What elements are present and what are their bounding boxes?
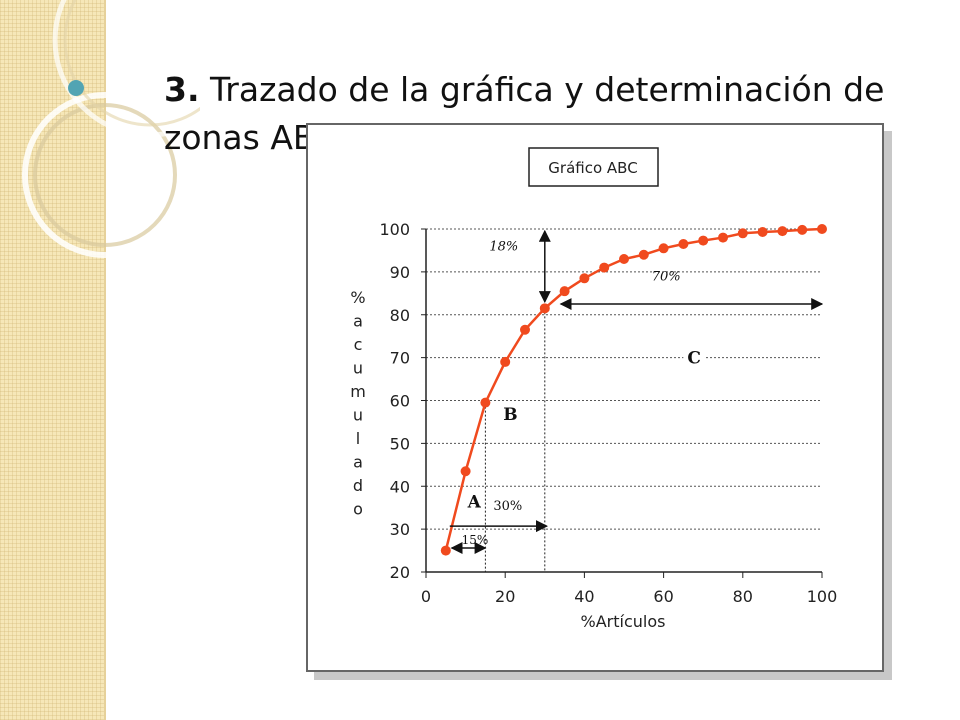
- data-point-0: [440, 545, 451, 556]
- ylabel-letter-4: m: [350, 382, 366, 401]
- ylabel-letter-6: l: [356, 429, 360, 448]
- ytick-label-90: 90: [390, 263, 410, 282]
- label-pct-a-x: 15%: [462, 533, 489, 547]
- xtick-label-20: 20: [495, 587, 515, 606]
- annotations: 18% 70% 30% 15% A B C: [449, 229, 824, 554]
- label-pct-b-y: 18%: [489, 239, 518, 254]
- ylabel-letter-2: c: [354, 335, 363, 354]
- ylabel-letter-7: a: [353, 453, 363, 472]
- chart-panel: 20 30 40 50 60 70 80 90 100 0 20 40 60 80 100 % a c u m u l…: [306, 123, 884, 672]
- data-point-8: [599, 262, 610, 273]
- xtick-label-0: 0: [421, 587, 431, 606]
- ytick-label-20: 20: [390, 563, 410, 582]
- xtick-label-80: 80: [733, 587, 753, 606]
- ytick-label-80: 80: [390, 306, 410, 325]
- ylabel-letter-0: %: [350, 288, 365, 307]
- ylabel-letter-8: d: [353, 476, 363, 495]
- title-bullet: [68, 80, 84, 96]
- xtick-label-40: 40: [574, 587, 594, 606]
- data-point-16: [757, 227, 768, 238]
- ytick-label-100: 100: [379, 220, 410, 239]
- data-point-10: [638, 249, 649, 260]
- data-point-6: [559, 286, 570, 297]
- ytick-label-30: 30: [390, 520, 410, 539]
- x-tick-labels: 0 20 40 60 80 100: [421, 587, 837, 606]
- data-point-11: [658, 243, 669, 254]
- decorative-side-strip: [0, 0, 106, 720]
- ytick-label-60: 60: [390, 392, 410, 411]
- data-point-13: [698, 235, 709, 246]
- ytick-label-50: 50: [390, 434, 410, 453]
- decorative-rings: [22, 0, 200, 258]
- data-point-15: [737, 228, 748, 239]
- data-point-5: [539, 303, 550, 314]
- data-point-3: [500, 356, 511, 367]
- ylabel-letter-3: u: [353, 359, 363, 378]
- ylabel-letter-9: o: [353, 500, 363, 519]
- label-zone-c-bg: [683, 347, 706, 368]
- x-axis-label: %Artículos: [581, 612, 666, 631]
- label-zone-a: A: [467, 493, 482, 513]
- ylabel-letter-5: u: [353, 406, 363, 425]
- data-point-12: [678, 239, 689, 250]
- data-point-2: [480, 397, 491, 408]
- data-point-1: [460, 466, 471, 477]
- data-point-14: [718, 232, 728, 243]
- y-tick-labels: 20 30 40 50 60 70 80 90 100: [379, 220, 410, 582]
- axis-layer: [425, 229, 822, 573]
- label-pct-a-y: 30%: [493, 499, 522, 514]
- data-point-17: [777, 226, 788, 237]
- data-point-7: [579, 273, 590, 284]
- title-line-1: Trazado de la gráfica y determinación de: [210, 70, 885, 109]
- chart-title-box: Gráfico ABC: [528, 147, 659, 187]
- chart-title: Gráfico ABC: [548, 159, 637, 177]
- data-point-19: [817, 224, 827, 234]
- data-point-9: [619, 254, 629, 265]
- ytick-label-70: 70: [390, 349, 410, 368]
- label-zone-b: B: [503, 405, 517, 425]
- series-layer: [440, 224, 827, 556]
- slide-number: 3.: [164, 70, 200, 109]
- xtick-label-100: 100: [807, 587, 838, 606]
- label-pct-c-y: 70%: [652, 269, 681, 284]
- data-point-18: [797, 224, 808, 235]
- xtick-label-60: 60: [653, 587, 673, 606]
- grid-layer: [421, 228, 823, 578]
- ylabel-letter-1: a: [353, 312, 363, 331]
- data-point-4: [520, 324, 530, 335]
- ytick-label-40: 40: [390, 477, 410, 496]
- label-zone-c: C: [687, 349, 701, 369]
